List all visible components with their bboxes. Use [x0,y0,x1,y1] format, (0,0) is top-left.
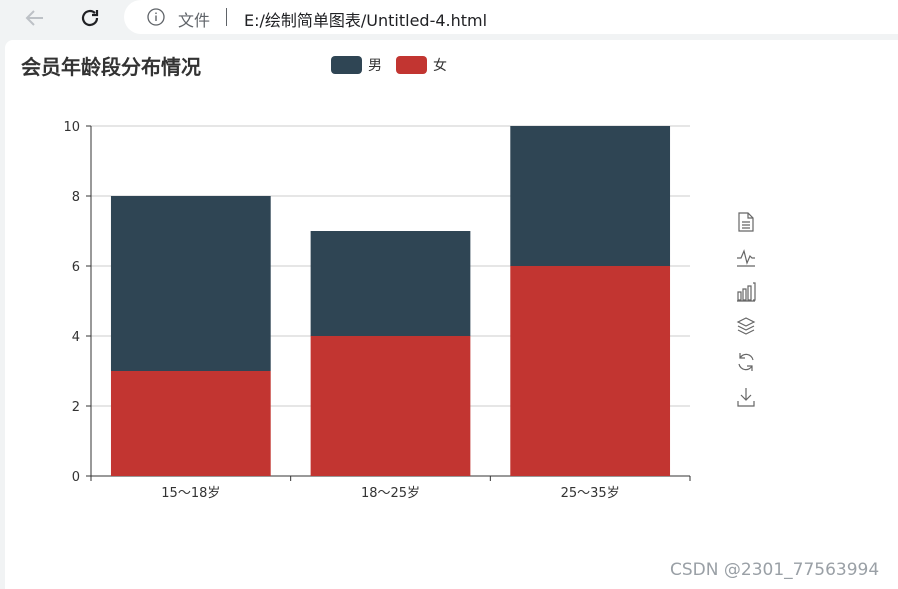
url-text[interactable]: E:/绘制简单图表/Untitled-4.html [244,11,488,30]
bar-chart: 会员年龄段分布情况 男 女 0 2 4 6 8 10 15～18岁 18～25岁 25～35岁 [21,55,756,501]
reload-button[interactable] [76,4,104,32]
y-tick-label: 6 [72,260,80,275]
stack-icon[interactable] [736,317,756,337]
watermark: CSDN @2301_77563994 [670,560,880,580]
divider [226,8,227,26]
legend-swatch-1 [396,56,427,74]
address-bar[interactable] [124,0,898,34]
legend-label-0: 男 [368,58,382,74]
bar-female-1 [310,336,471,476]
y-tick-label: 0 [72,470,80,485]
bar-male-1 [310,231,471,336]
bar-chart-icon[interactable] [737,282,756,302]
bar-male-2 [510,126,671,266]
x-tick-label: 25～35岁 [561,486,620,501]
y-tick-label: 4 [72,330,80,345]
back-arrow-icon [25,10,43,26]
x-tick-label: 15～18岁 [161,486,220,501]
browser-toolbar: 文件 E:/绘制简单图表/Untitled-4.html [0,0,898,36]
y-tick-label: 2 [72,400,80,415]
y-tick-label: 8 [72,190,80,205]
chart-title: 会员年龄段分布情况 [21,55,201,79]
x-tick-label: 18～25岁 [361,486,420,501]
legend-label-1: 女 [433,57,447,74]
restore-icon[interactable] [737,352,755,372]
save-image-icon[interactable] [737,387,755,407]
bar-female-2 [510,266,671,476]
site-info-label[interactable]: 文件 [178,11,211,30]
page-content: 会员年龄段分布情况 男 女 0 2 4 6 8 10 15～18岁 18～25岁 25～35岁 [5,40,898,589]
bar-female-0 [110,371,271,476]
data-view-icon[interactable] [737,212,755,232]
info-icon[interactable] [147,8,165,26]
reload-icon [81,9,99,27]
back-button[interactable] [21,4,49,32]
bar-male-0 [110,196,271,371]
line-chart-icon[interactable] [737,247,755,267]
y-tick-label: 10 [63,120,80,135]
legend-swatch-0 [331,56,362,74]
